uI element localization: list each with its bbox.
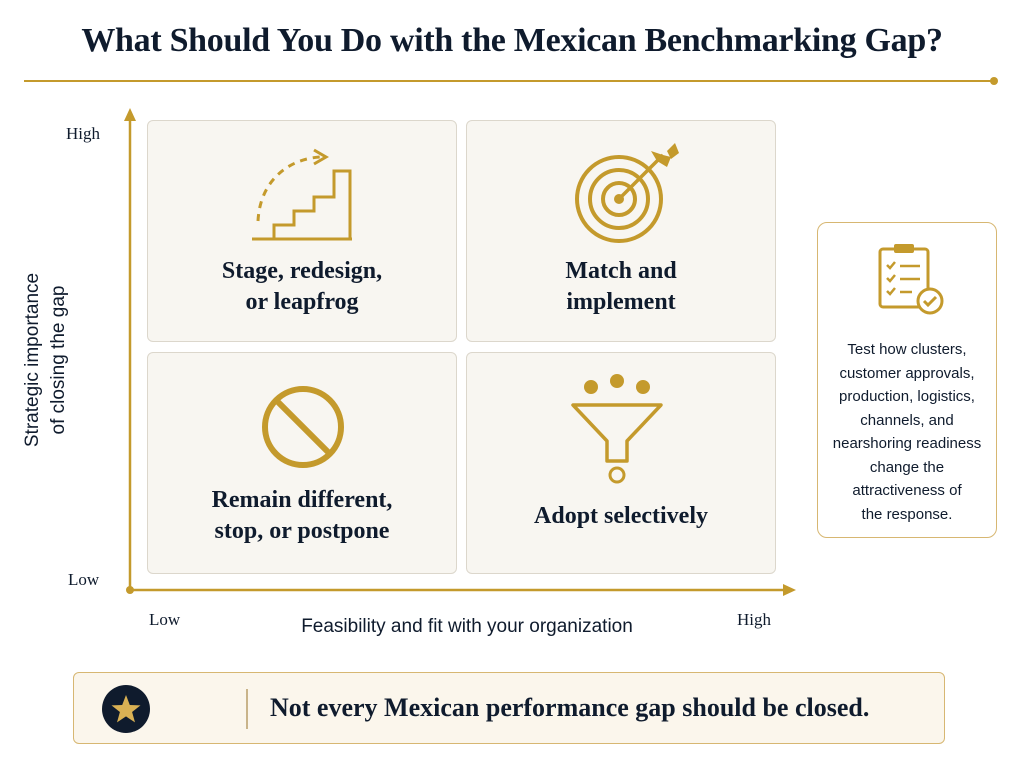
side-note-line: channels, and [860, 411, 954, 429]
side-note-line: change the [869, 458, 945, 476]
x-axis-low-label: Low [149, 610, 181, 629]
staircase-arrow-icon [252, 148, 352, 241]
clipboard-check-icon [878, 244, 944, 315]
star-badge [102, 685, 150, 733]
quadrant-top-right: Match and implement [466, 120, 776, 342]
side-note-line: the response. [861, 505, 953, 523]
quadrant-top-left-line1: Stage, redesign, [221, 258, 383, 284]
side-note-line: Test how clusters, [847, 341, 967, 358]
quadrant-bottom-left-line2: stop, or postpone [214, 518, 390, 544]
y-axis-title-line1: Strategic importance [22, 272, 43, 448]
axis-origin-dot [126, 586, 134, 594]
prohibited-icon [262, 386, 344, 468]
quadrant-top-left: Stage, redesign, or leapfrog [147, 120, 457, 342]
side-note-line: production, logistics, [839, 388, 975, 405]
takeaway-banner: Not every Mexican performance gap should… [73, 672, 945, 744]
side-note-line: attractiveness of [852, 482, 962, 499]
x-axis-high-label: High [737, 610, 771, 629]
side-note-line: customer approvals, [839, 364, 975, 382]
y-axis-arrowhead [124, 108, 136, 121]
target-arrow-icon [575, 143, 679, 243]
quadrant-top-right-label: Match and implement [477, 256, 765, 318]
quadrant-top-left-line2: or leapfrog [245, 289, 359, 315]
banner-divider [246, 689, 248, 729]
x-axis-arrowhead [783, 584, 796, 596]
side-note-card: Test how clusters, customer approvals, p… [817, 222, 997, 538]
quadrant-top-right-line2: implement [566, 289, 676, 315]
side-note-text: Test how clusters, customer approvals, p… [826, 338, 988, 526]
quadrant-bottom-left-label: Remain different, stop, or postpone [158, 485, 446, 547]
funnel-icon [571, 374, 663, 484]
quadrant-bottom-right-label: Adopt selectively [534, 503, 708, 529]
star-icon [111, 695, 141, 723]
quadrant-bottom-left: Remain different, stop, or postpone [147, 352, 457, 574]
title-divider [24, 77, 998, 85]
y-axis-title: Strategic importance of closing the gap [20, 210, 76, 510]
y-axis-title-line2: of closing the gap [48, 285, 69, 435]
quadrant-top-right-line1: Match and [565, 258, 677, 284]
side-note-line: nearshoring readiness [832, 435, 982, 452]
x-axis-title: Feasibility and fit with your organizati… [301, 616, 633, 637]
quadrant-bottom-left-line1: Remain different, [211, 487, 393, 513]
y-axis-low-label: Low [68, 570, 100, 589]
quadrant-bottom-right: Adopt selectively [466, 352, 776, 574]
divider-dot [990, 77, 998, 85]
page-title: What Should You Do with the Mexican Benc… [81, 22, 943, 59]
banner-text: Not every Mexican performance gap should… [270, 693, 870, 722]
quadrant-top-left-label: Stage, redesign, or leapfrog [158, 256, 446, 318]
y-axis-high-label: High [66, 124, 100, 143]
